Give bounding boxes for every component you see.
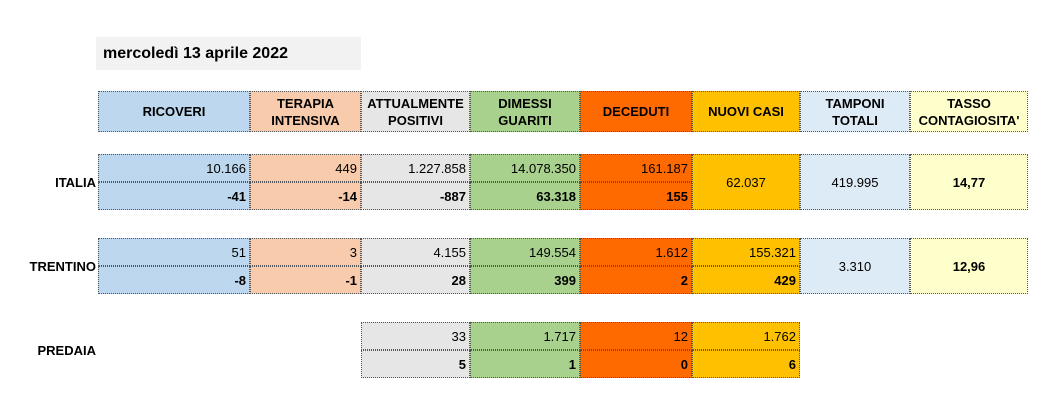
- italia-deceduti: 161.187: [580, 154, 692, 182]
- header-attualmente-positivi: ATTUALMENTE POSITIVI: [361, 91, 470, 132]
- italia-ricoveri-delta: -41: [98, 182, 250, 210]
- header-ricoveri: RICOVERI: [98, 91, 250, 132]
- header-dimessi-guariti: DIMESSI GUARITI: [470, 91, 580, 132]
- header-tamponi-totali: TAMPONI TOTALI: [800, 91, 910, 132]
- row-label-italia: ITALIA: [55, 175, 96, 190]
- report-date: mercoledì 13 aprile 2022: [96, 37, 361, 70]
- row-label-trentino: TRENTINO: [29, 259, 96, 274]
- header-tasso-line1: TASSO: [947, 95, 991, 111]
- header-tasso-contagiosita: TASSO CONTAGIOSITA': [910, 91, 1028, 132]
- trentino-deceduti: 1.612: [580, 238, 692, 266]
- italia-guariti: 14.078.350: [470, 154, 580, 182]
- trentino-nuovi-casi: 155.321: [692, 238, 800, 266]
- trentino-guariti-delta: 399: [470, 266, 580, 294]
- trentino-ricoveri-delta: -8: [98, 266, 250, 294]
- header-tasso-line2: CONTAGIOSITA': [918, 112, 1020, 128]
- italia-positivi-delta: -887: [361, 182, 470, 210]
- trentino-tamponi: 3.310: [800, 238, 910, 294]
- predaia-guariti-delta: 1: [470, 350, 580, 378]
- predaia-deceduti-delta: 0: [580, 350, 692, 378]
- italia-terapia-delta: -14: [250, 182, 361, 210]
- trentino-ricoveri: 51: [98, 238, 250, 266]
- header-dimessi-line2: GUARITI: [498, 112, 552, 128]
- predaia-guariti: 1.717: [470, 322, 580, 350]
- italia-tasso: 14,77: [910, 154, 1028, 210]
- italia-terapia: 449: [250, 154, 361, 182]
- trentino-tasso: 12,96: [910, 238, 1028, 294]
- header-deceduti: DECEDUTI: [580, 91, 692, 132]
- predaia-positivi-delta: 5: [361, 350, 470, 378]
- trentino-positivi-delta: 28: [361, 266, 470, 294]
- italia-guariti-delta: 63.318: [470, 182, 580, 210]
- header-terapia-line1: TERAPIA: [276, 95, 335, 111]
- italia-ricoveri: 10.166: [98, 154, 250, 182]
- italia-nuovi-casi: 62.037: [692, 154, 800, 210]
- header-dimessi-line1: DIMESSI: [498, 95, 552, 111]
- trentino-terapia-delta: -1: [250, 266, 361, 294]
- italia-deceduti-delta: 155: [580, 182, 692, 210]
- trentino-nuovi-casi-delta: 429: [692, 266, 800, 294]
- trentino-terapia: 3: [250, 238, 361, 266]
- predaia-nuovi-casi: 1.762: [692, 322, 800, 350]
- header-ricoveri-label: RICOVERI: [142, 104, 206, 119]
- header-attualmente-line1: ATTUALMENTE: [367, 95, 464, 111]
- trentino-deceduti-delta: 2: [580, 266, 692, 294]
- trentino-positivi: 4.155: [361, 238, 470, 266]
- predaia-nuovi-casi-delta: 6: [692, 350, 800, 378]
- predaia-positivi: 33: [361, 322, 470, 350]
- italia-tamponi: 419.995: [800, 154, 910, 210]
- row-label-predaia: PREDAIA: [37, 343, 96, 358]
- header-terapia-line2: INTENSIVA: [271, 112, 340, 128]
- header-nuovi-casi-label: NUOVI CASI: [708, 104, 784, 119]
- header-terapia-intensiva: TERAPIA INTENSIVA: [250, 91, 361, 132]
- header-attualmente-line2: POSITIVI: [388, 112, 443, 128]
- header-tamponi-line2: TOTALI: [832, 112, 878, 128]
- header-deceduti-label: DECEDUTI: [602, 104, 670, 119]
- trentino-guariti: 149.554: [470, 238, 580, 266]
- header-nuovi-casi: NUOVI CASI: [692, 91, 800, 132]
- predaia-deceduti: 12: [580, 322, 692, 350]
- header-tamponi-line1: TAMPONI: [825, 95, 885, 111]
- italia-positivi: 1.227.858: [361, 154, 470, 182]
